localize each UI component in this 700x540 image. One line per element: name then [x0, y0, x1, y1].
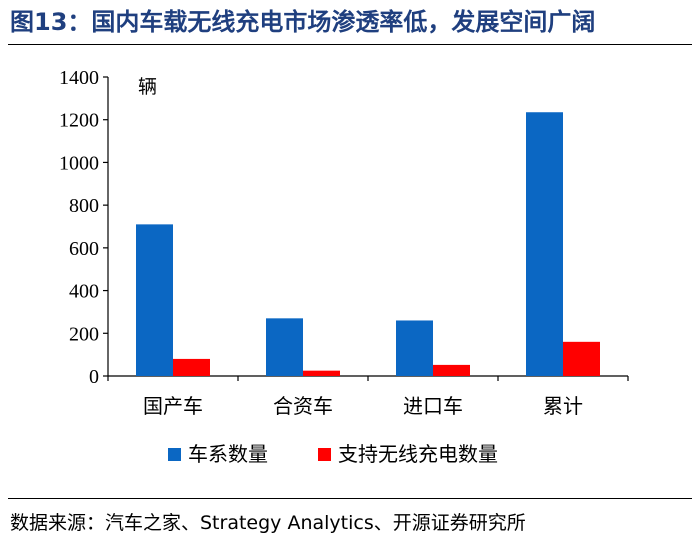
y-tick-label: 1200	[59, 110, 99, 132]
top-rule	[8, 44, 692, 45]
y-tick-label: 1000	[59, 152, 99, 174]
legend-swatch	[168, 448, 181, 461]
legend-swatch	[318, 448, 331, 461]
x-category-label: 合资车	[273, 394, 333, 418]
y-tick-label: 800	[69, 195, 99, 217]
bar	[396, 320, 433, 376]
bar	[563, 341, 600, 376]
y-tick-label: 600	[69, 238, 99, 260]
bar	[173, 358, 210, 376]
bar	[303, 370, 340, 376]
bar	[526, 112, 563, 376]
legend-label: 车系数量	[188, 442, 268, 466]
y-tick-label: 1400	[59, 67, 99, 89]
y-unit-label: 辆	[138, 76, 157, 98]
y-tick-label: 400	[69, 281, 99, 303]
x-category-label: 累计	[543, 394, 583, 418]
y-tick-label: 0	[89, 366, 99, 388]
y-tick-label: 200	[69, 323, 99, 345]
bar	[136, 224, 173, 376]
figure-title: 图13：国内车载无线充电市场渗透率低，发展空间广阔	[10, 8, 596, 36]
x-category-label: 国产车	[143, 394, 203, 418]
source-note: 数据来源：汽车之家、Strategy Analytics、开源证券研究所	[10, 512, 526, 534]
x-category-label: 进口车	[403, 394, 463, 418]
bar	[266, 318, 303, 376]
legend-label: 支持无线充电数量	[338, 442, 498, 466]
bar	[433, 364, 470, 376]
bottom-rule	[8, 498, 692, 499]
